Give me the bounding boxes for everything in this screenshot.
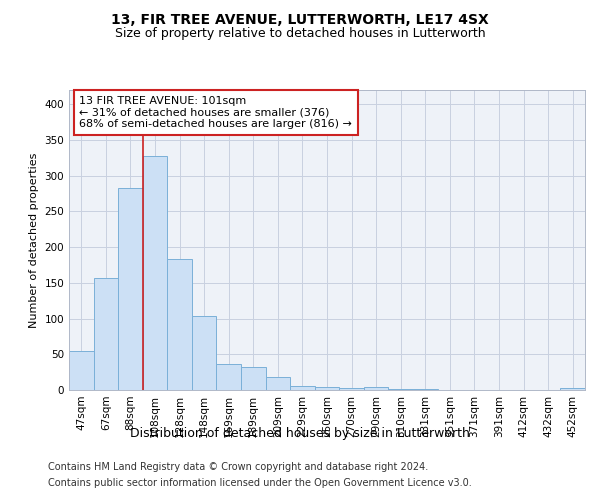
Bar bbox=[217, 364, 241, 390]
Bar bbox=[266, 377, 290, 390]
Bar bbox=[364, 387, 388, 390]
Bar bbox=[192, 316, 217, 390]
Bar bbox=[560, 388, 585, 390]
Bar bbox=[290, 386, 315, 390]
Text: 13 FIR TREE AVENUE: 101sqm
← 31% of detached houses are smaller (376)
68% of sem: 13 FIR TREE AVENUE: 101sqm ← 31% of deta… bbox=[79, 96, 352, 129]
Bar bbox=[143, 156, 167, 390]
Text: Distribution of detached houses by size in Lutterworth: Distribution of detached houses by size … bbox=[130, 428, 470, 440]
Bar bbox=[315, 387, 339, 390]
Text: Contains public sector information licensed under the Open Government Licence v3: Contains public sector information licen… bbox=[48, 478, 472, 488]
Bar bbox=[241, 367, 266, 390]
Text: 13, FIR TREE AVENUE, LUTTERWORTH, LE17 4SX: 13, FIR TREE AVENUE, LUTTERWORTH, LE17 4… bbox=[111, 12, 489, 26]
Text: Contains HM Land Registry data © Crown copyright and database right 2024.: Contains HM Land Registry data © Crown c… bbox=[48, 462, 428, 472]
Bar bbox=[94, 278, 118, 390]
Text: Size of property relative to detached houses in Lutterworth: Size of property relative to detached ho… bbox=[115, 28, 485, 40]
Bar bbox=[339, 388, 364, 390]
Bar bbox=[167, 258, 192, 390]
Bar bbox=[69, 350, 94, 390]
Bar bbox=[118, 188, 143, 390]
Y-axis label: Number of detached properties: Number of detached properties bbox=[29, 152, 39, 328]
